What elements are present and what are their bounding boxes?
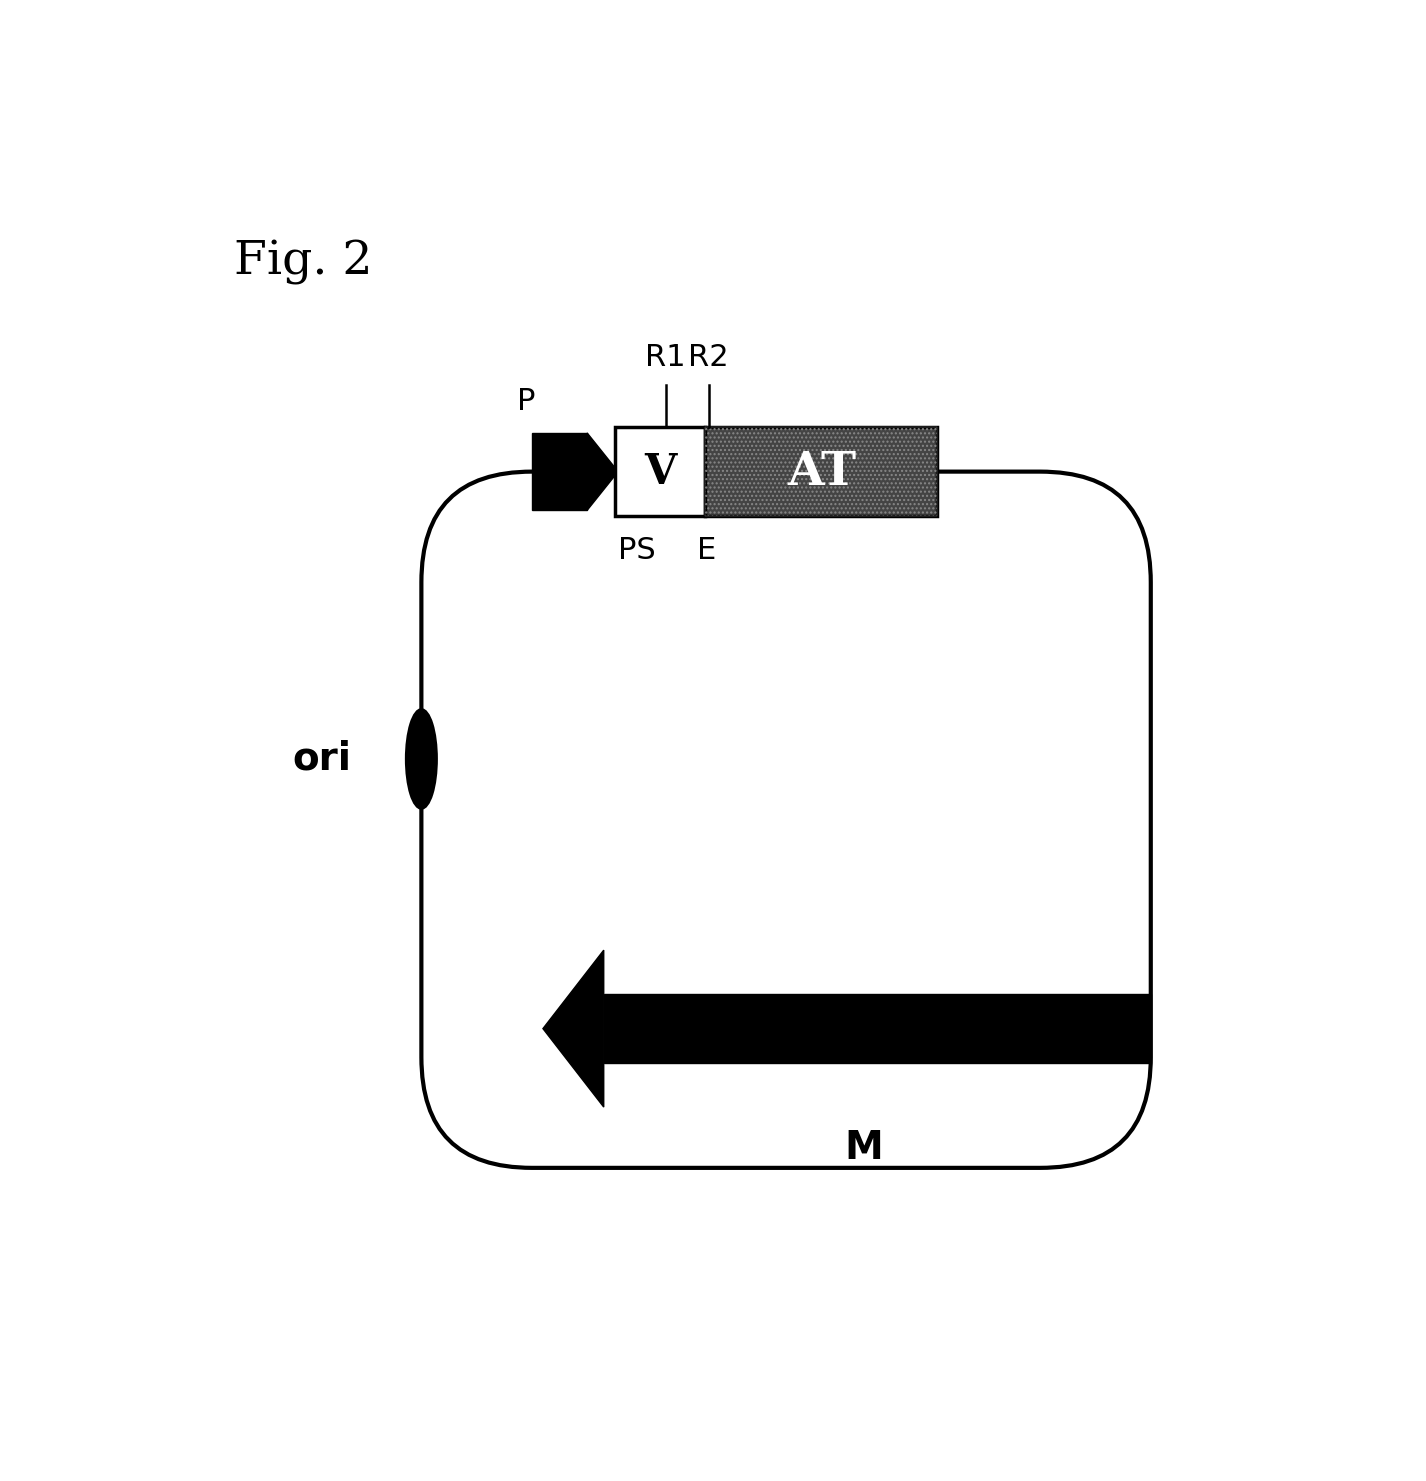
Text: Fig. 2: Fig. 2 — [234, 240, 372, 284]
Text: ori: ori — [292, 740, 351, 778]
Ellipse shape — [406, 709, 436, 809]
Text: M: M — [844, 1129, 883, 1167]
Text: E: E — [697, 536, 716, 564]
Text: V: V — [645, 450, 676, 493]
Bar — [615, 428, 706, 515]
Bar — [706, 428, 937, 515]
Polygon shape — [543, 951, 603, 1108]
Polygon shape — [588, 432, 617, 511]
Bar — [603, 994, 1151, 1063]
Bar — [706, 428, 937, 515]
Bar — [532, 432, 588, 511]
Text: R2: R2 — [689, 344, 729, 372]
Text: P: P — [518, 388, 536, 416]
Text: PS: PS — [617, 536, 656, 564]
Text: R1: R1 — [646, 344, 686, 372]
Text: AT: AT — [787, 449, 856, 495]
